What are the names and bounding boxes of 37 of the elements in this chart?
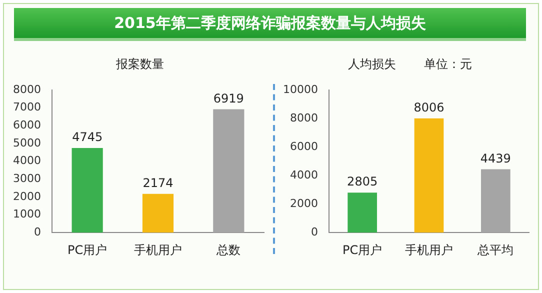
y-tick-label: 8000 xyxy=(290,111,318,124)
data-label: 4745 xyxy=(72,130,103,144)
data-label: 6919 xyxy=(213,91,244,106)
y-tick-label: 1000 xyxy=(12,208,41,221)
y-tick-label: 7000 xyxy=(12,100,41,114)
text: 单位：元 xyxy=(424,57,472,71)
x-tick-label: 手机用户 xyxy=(404,242,453,257)
bar xyxy=(213,109,244,233)
y-tick-label: 2000 xyxy=(290,196,318,210)
chart-title: 人均损失 xyxy=(348,57,396,71)
x-tick-label: 总数 xyxy=(216,242,241,257)
x-tick-label: 总平均 xyxy=(476,242,514,257)
y-tick-label: 2000 xyxy=(12,190,41,203)
bar xyxy=(142,194,174,233)
x-tick-label: PC用户 xyxy=(68,242,108,257)
data-label: 4439 xyxy=(480,151,511,166)
y-tick-label: 10000 xyxy=(282,82,318,96)
data-label: 2174 xyxy=(142,176,174,190)
data-label: 8006 xyxy=(414,100,444,115)
bar xyxy=(72,148,103,233)
y-tick-label: 6000 xyxy=(290,140,318,153)
y-tick-label: 3000 xyxy=(12,172,41,185)
y-tick-label: 0 xyxy=(34,225,41,238)
data-label: 2805 xyxy=(347,174,378,189)
chart-subtitle: 报案数量 xyxy=(116,57,164,71)
y-tick-label: 0 xyxy=(310,225,318,238)
chart-title: 2015年第二季度网络诈骗报案数量与人均损失 xyxy=(14,8,526,41)
y-tick-label: 8000 xyxy=(12,82,41,96)
y-tick-label: 6000 xyxy=(12,118,41,132)
bar xyxy=(348,192,377,233)
x-tick-label: PC用户 xyxy=(342,242,382,257)
x-tick-label: 手机用户 xyxy=(134,242,182,257)
y-tick-label: 4000 xyxy=(290,168,318,182)
y-tick-label: 5000 xyxy=(12,136,41,150)
y-tick-label: 4000 xyxy=(12,154,41,168)
bar xyxy=(481,169,510,233)
bar xyxy=(414,118,444,233)
